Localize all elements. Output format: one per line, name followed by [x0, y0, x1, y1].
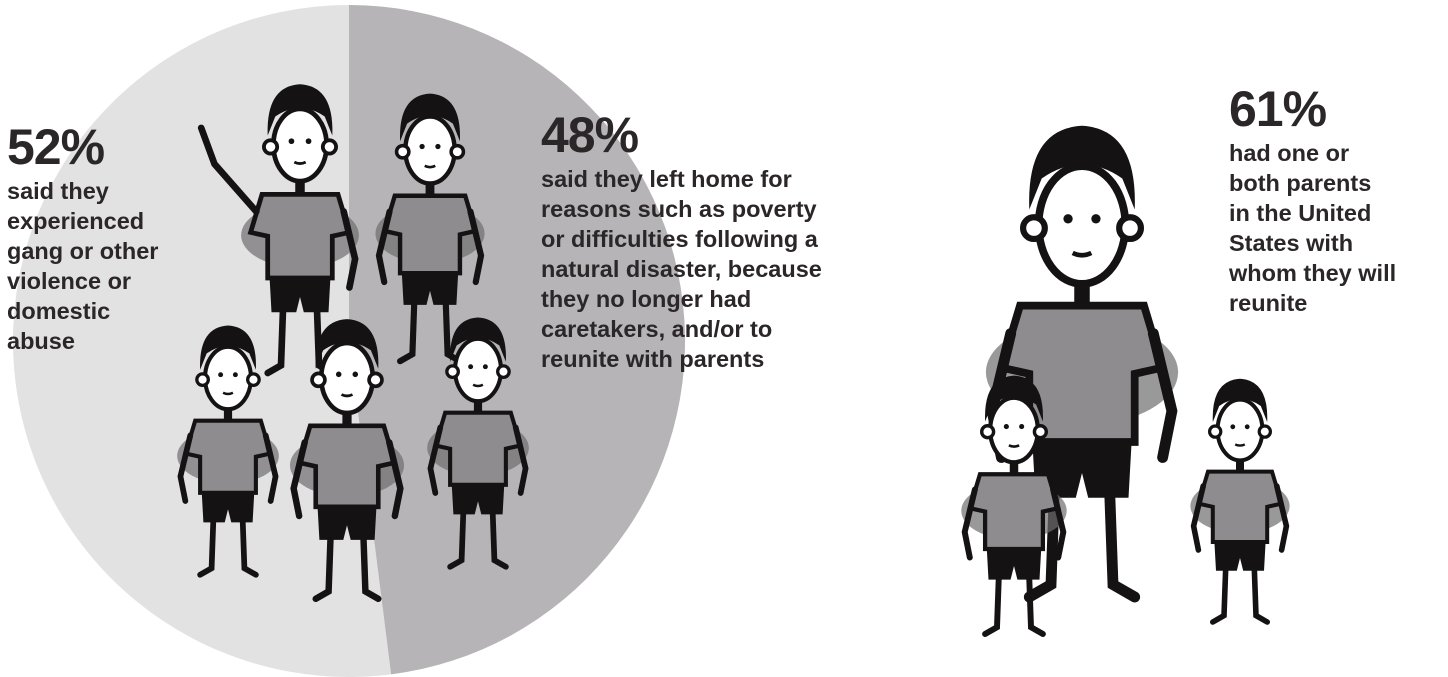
- child-figure-icon: [961, 375, 1067, 637]
- right-desc-line: reasons such as poverty: [541, 196, 817, 222]
- family-illustration: [961, 125, 1290, 637]
- left-desc-line: gang or other: [7, 238, 159, 264]
- child-figure-icon: [427, 317, 529, 570]
- child-figure-icon: [197, 84, 359, 377]
- side-desc-line: States with: [1229, 230, 1354, 256]
- side-desc-line: had one or: [1229, 140, 1350, 166]
- left-desc-line: said they: [7, 178, 109, 204]
- child-figure-icon: [1190, 378, 1290, 625]
- side-stat-description: had one or both parents in the United St…: [1229, 138, 1444, 318]
- side-desc-line: both parents: [1229, 170, 1372, 196]
- side-desc-line: reunite: [1229, 290, 1308, 316]
- left-desc-line: violence or: [7, 268, 132, 294]
- child-figure-icon: [177, 325, 279, 578]
- right-slice-description: said they left home for reasons such as …: [541, 164, 901, 374]
- left-desc-line: experienced: [7, 208, 145, 234]
- side-desc-line: in the United: [1229, 200, 1372, 226]
- side-stat-annotation: 61% had one or both parents in the Unite…: [1229, 84, 1444, 318]
- right-desc-line: reunite with parents: [541, 346, 765, 372]
- side-desc-line: whom they will: [1229, 260, 1397, 286]
- right-desc-line: caretakers, and/or to: [541, 316, 773, 342]
- left-slice-percent: 52%: [7, 119, 105, 175]
- left-slice-description: said they experienced gang or other viol…: [7, 176, 207, 356]
- left-desc-line: abuse: [7, 328, 75, 354]
- left-slice-annotation: 52% said they experienced gang or other …: [7, 122, 207, 356]
- right-slice-percent: 48%: [541, 107, 639, 163]
- right-desc-line: or difficulties following a: [541, 226, 818, 252]
- right-desc-line: natural disaster, because: [541, 256, 822, 282]
- left-desc-line: domestic: [7, 298, 111, 324]
- children-illustration: [177, 84, 529, 603]
- child-figure-icon: [289, 319, 405, 603]
- right-desc-line: they no longer had: [541, 286, 752, 312]
- child-figure-icon: [375, 93, 485, 365]
- right-slice-annotation: 48% said they left home for reasons such…: [541, 110, 901, 374]
- right-desc-line: said they left home for: [541, 166, 792, 192]
- side-stat-percent: 61%: [1229, 81, 1327, 137]
